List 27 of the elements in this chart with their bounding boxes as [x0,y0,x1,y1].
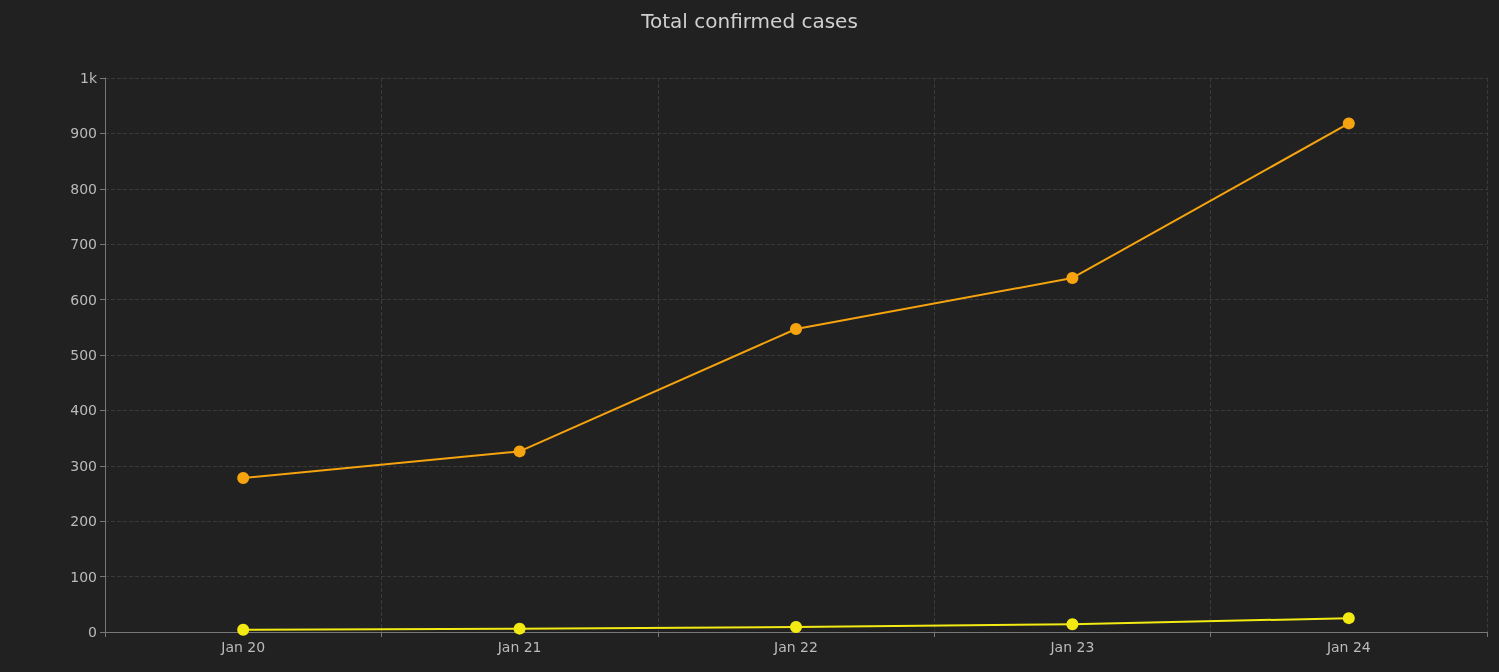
x-tick-label: Jan 23 [1049,639,1095,655]
point [790,322,802,335]
point [1342,612,1355,625]
y-tick-label: 200 [70,513,97,530]
y-tick-label: 800 [70,180,97,197]
point [1066,272,1079,284]
x-tick-label: Jan 21 [496,639,542,655]
y-tick-label: 1k [79,70,98,86]
y-tick-label: 700 [70,236,97,253]
y-tick-label: 400 [70,402,97,419]
y-tick-label: 900 [70,125,97,142]
y-tick-label: 0 [88,624,97,640]
point [1342,117,1355,130]
y-tick-label: 100 [70,568,97,585]
point [237,471,250,484]
point [1066,618,1079,631]
point [513,622,526,635]
y-tick-label: 300 [70,457,97,474]
point [237,623,250,636]
chart-title: Total confirmed cases [640,9,858,33]
x-tick-label: Jan 22 [773,639,818,655]
x-tick-label: Jan 24 [1325,639,1371,655]
point [513,445,526,458]
y-tick-label: 500 [70,347,97,363]
x-tick-label: Jan 20 [220,639,266,655]
y-tick-label: 600 [70,291,97,308]
point [790,621,802,634]
